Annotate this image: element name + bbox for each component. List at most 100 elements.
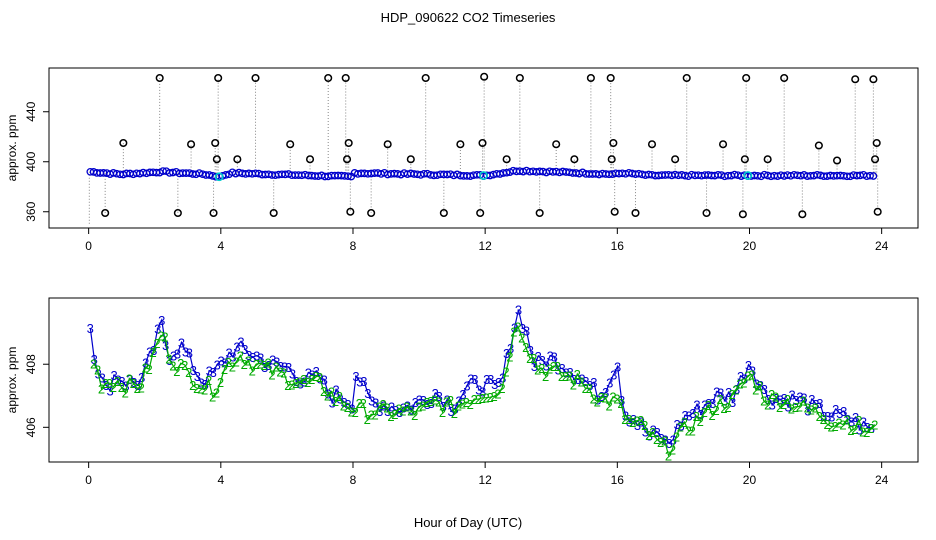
series-2-point: 2 [689,424,696,439]
series-2-point: 2 [780,397,787,412]
series-2-point: 2 [229,360,236,375]
series-3-point: 3 [372,396,379,411]
series-2-point: 2 [379,397,386,412]
series-2-point: 2 [395,401,402,416]
series-3-point: 3 [515,303,522,318]
series-2-point: 2 [728,387,735,402]
series-3-point: 3 [130,375,137,390]
series-2-point: 2 [764,398,771,413]
series-2-point: 2 [467,397,474,412]
series-2-point: 2 [253,357,260,372]
series-3-point: 3 [495,375,502,390]
series-2-point: 2 [637,413,644,428]
series-2-point: 2 [114,374,121,389]
series-2-point: 2 [118,380,125,395]
series-2-point: 2 [268,367,275,382]
series-2-point: 2 [522,340,529,355]
series-2-point: 2 [578,375,585,390]
series-2-point: 2 [685,423,692,438]
top-xtick-label: 8 [350,239,357,253]
series-3-point: 3 [198,376,205,391]
raw-sample-point [406,155,415,164]
figure-title: HDP_090622 CO2 Timeseries [381,10,556,25]
series-2-point: 2 [320,384,327,399]
series-3-point: 3 [217,354,224,369]
top-ytick-label: 400 [24,151,38,171]
series-3-point: 3 [828,409,835,424]
series-3-point: 3 [376,404,383,419]
raw-sample-point [738,210,747,219]
series-2-point: 2 [633,414,640,429]
series-3-point: 3 [602,385,609,400]
bottom-xtick-label: 8 [350,473,357,487]
series-3-point: 3 [241,342,248,357]
series-3-point: 3 [313,364,320,379]
series-2-point: 2 [189,378,196,393]
series-3-point: 3 [519,321,526,336]
series-3-point: 3 [864,420,871,435]
series-2-point: 2 [859,424,866,439]
series-3-point: 3 [582,374,589,389]
series-3-point: 3 [190,363,197,378]
baseline-point [344,172,352,181]
series-3-point: 3 [705,396,712,411]
series-2-point: 2 [245,353,252,368]
series-2-point: 2 [276,365,283,380]
raw-sample-point [155,73,164,83]
series-2-point: 2 [645,428,652,443]
series-2-point: 2 [839,418,846,433]
series-3-point: 3 [162,338,169,353]
series-2-point: 2 [641,418,648,433]
series-3-point: 3 [543,358,550,373]
series-2-point: 2 [451,406,458,421]
series-3-point: 3 [447,404,454,419]
raw-sample-point [607,155,616,164]
raw-sample-point [740,155,749,164]
series-2-point: 2 [344,400,351,415]
raw-sample-point [586,73,595,83]
series-2-point: 2 [126,372,133,387]
series-3-point: 3 [273,355,280,370]
series-2-point: 2 [498,381,505,396]
series-2-point: 2 [740,376,747,391]
raw-sample-point [233,155,242,164]
series-2-point: 2 [233,355,240,370]
raw-sample-point [101,208,110,218]
series-2-point: 2 [316,370,323,385]
series-2-point: 2 [657,435,664,450]
series-3-point: 3 [233,339,240,354]
series-2-point: 2 [300,372,307,387]
series-3-point: 3 [626,414,633,429]
series-2-point: 2 [249,364,256,379]
series-2-point: 2 [304,375,311,390]
series-3-point: 3 [721,394,728,409]
series-3-point: 3 [221,355,228,370]
series-2-point: 2 [292,376,299,391]
series-2-point: 2 [479,391,486,406]
series-3-point: 3 [428,396,435,411]
series-2-point: 2 [387,409,394,424]
raw-sample-point [344,138,353,148]
series-2-point: 2 [455,398,462,413]
series-3-point: 3 [356,375,363,390]
series-3-point: 3 [483,372,490,387]
series-3-point: 3 [106,384,113,399]
series-2-point: 2 [360,396,367,411]
series-2-point: 2 [447,393,454,408]
series-2-point: 2 [855,413,862,428]
series-2-point: 2 [205,373,212,388]
raw-sample-point [341,73,350,83]
series-3-point: 3 [745,358,752,373]
series-3-point: 3 [685,409,692,424]
series-3-point: 3 [138,370,145,385]
series-3-point: 3 [158,313,165,328]
series-3-point: 3 [146,344,153,359]
series-3-point: 3 [551,349,558,364]
bottom-ytick-label: 408 [24,354,38,374]
series-3-point: 3 [836,406,843,421]
series-3-point: 3 [499,370,506,385]
series-2-point: 2 [356,396,363,411]
series-2-point: 2 [673,429,680,444]
series-2-point: 2 [391,407,398,422]
